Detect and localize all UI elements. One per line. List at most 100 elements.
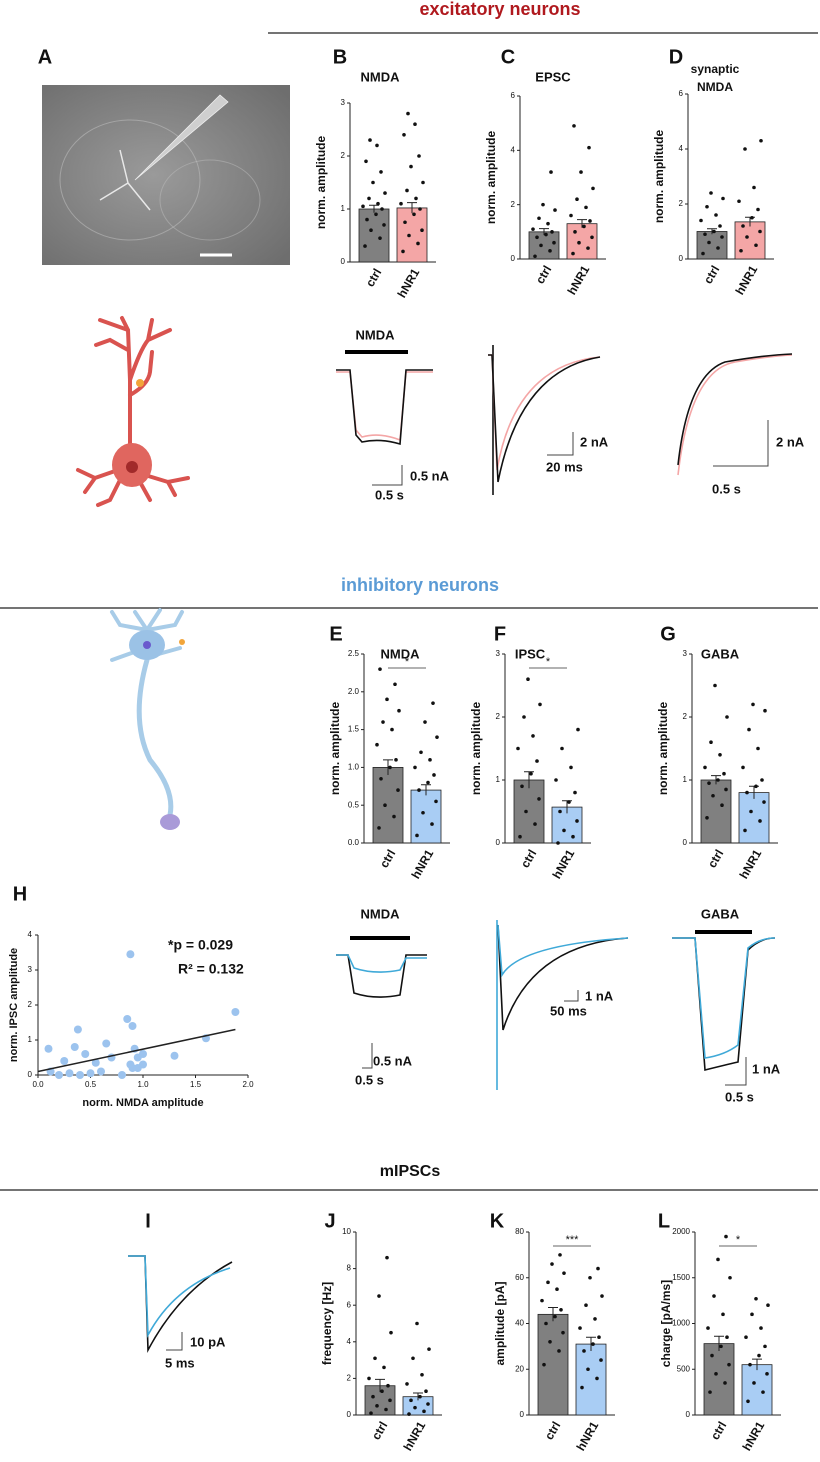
data-point xyxy=(553,1314,557,1319)
y-axis-label: norm. amplitude xyxy=(484,131,498,225)
panel-letter: A xyxy=(38,46,52,68)
data-point xyxy=(759,1326,763,1330)
data-point xyxy=(413,1405,417,1410)
data-point xyxy=(586,246,590,250)
scale-bar xyxy=(362,1043,373,1069)
scale-bar xyxy=(725,1057,747,1086)
data-point xyxy=(431,701,435,705)
y-tick-label: 60 xyxy=(515,1273,524,1282)
data-point xyxy=(752,185,756,190)
data-point xyxy=(411,1356,415,1361)
scale-bar xyxy=(372,465,403,486)
data-point xyxy=(593,1317,597,1321)
data-point xyxy=(363,244,367,248)
data-point xyxy=(383,191,387,195)
y-tick-label: 500 xyxy=(677,1364,691,1373)
data-point xyxy=(516,746,520,751)
data-point xyxy=(361,204,365,209)
data-point xyxy=(378,667,382,671)
trace-label: GABA xyxy=(701,906,740,921)
data-point xyxy=(380,207,384,211)
data-point xyxy=(550,1262,554,1266)
data-point xyxy=(231,1008,240,1016)
scale-bar xyxy=(547,432,574,456)
trace xyxy=(128,1255,231,1338)
data-point xyxy=(409,1398,413,1403)
data-point xyxy=(725,1335,729,1340)
y-tick-label: 0 xyxy=(496,838,501,847)
y-axis-label: norm. IPSC amplitude xyxy=(8,948,20,1062)
data-point xyxy=(597,1335,601,1340)
data-point xyxy=(559,1307,563,1312)
scale-label-y: 0.5 nA xyxy=(373,1053,413,1068)
x-tick-label: hNR1 xyxy=(565,263,593,297)
error-bar xyxy=(711,775,721,785)
y-tick-label: 2000 xyxy=(672,1227,690,1236)
data-point xyxy=(385,1255,389,1260)
data-point xyxy=(708,1390,712,1394)
data-point xyxy=(721,196,725,201)
data-point xyxy=(399,201,403,206)
scale-label-x: 0.5 s xyxy=(375,487,404,502)
data-point xyxy=(373,1356,377,1361)
x-tick-label: ctrl xyxy=(542,1419,563,1442)
data-point xyxy=(390,727,394,732)
data-point xyxy=(378,236,382,240)
data-point xyxy=(548,249,552,253)
data-point xyxy=(575,197,579,202)
data-point xyxy=(567,800,571,804)
x-tick-label: hNR1 xyxy=(737,847,765,881)
bar xyxy=(703,1343,735,1416)
y-tick-label: 2.5 xyxy=(348,649,360,658)
trace xyxy=(677,353,793,466)
error-bar xyxy=(562,800,572,814)
y-tick-label: 4 xyxy=(679,144,684,153)
panel-letter: F xyxy=(494,623,506,645)
data-point xyxy=(139,1050,147,1058)
x-tick-label: ctrl xyxy=(518,847,539,870)
data-point xyxy=(741,765,745,770)
scale-label-y: 2 nA xyxy=(776,434,805,449)
data-point xyxy=(81,1050,90,1058)
data-point xyxy=(556,841,560,845)
y-axis-label: norm. amplitude xyxy=(328,702,342,796)
data-point xyxy=(405,1382,409,1386)
error-bar xyxy=(375,1378,385,1393)
data-point xyxy=(375,143,379,148)
data-point xyxy=(707,240,711,245)
panel-letter: K xyxy=(490,1210,505,1232)
bar xyxy=(528,231,560,260)
scale-label-y: 1 nA xyxy=(585,988,614,1003)
data-point xyxy=(544,1321,548,1326)
bar xyxy=(396,207,428,263)
scale-label-x: 20 ms xyxy=(546,459,583,474)
excitatory-neuron-drawing xyxy=(76,316,190,507)
data-point xyxy=(582,1349,586,1353)
data-point xyxy=(571,834,575,839)
y-tick-label: 3 xyxy=(28,965,33,974)
data-point xyxy=(721,1312,725,1317)
data-point xyxy=(760,778,764,782)
x-tick-label: ctrl xyxy=(705,847,726,870)
data-point xyxy=(720,235,724,239)
panel-letter: L xyxy=(658,1210,670,1232)
data-point xyxy=(417,154,421,158)
panel-letter: D xyxy=(669,46,683,68)
data-point xyxy=(524,809,528,814)
data-point xyxy=(745,235,749,239)
chart-title: NMDA xyxy=(697,80,733,94)
x-axis-label: norm. NMDA amplitude xyxy=(82,1097,203,1109)
data-point xyxy=(392,814,396,819)
data-point xyxy=(706,1326,710,1330)
data-point xyxy=(405,188,409,193)
y-tick-label: 2.0 xyxy=(348,687,360,696)
data-point xyxy=(414,196,418,201)
data-point xyxy=(701,251,705,256)
data-point xyxy=(365,217,369,222)
data-point xyxy=(423,720,427,724)
chart-title: IPSC xyxy=(515,646,546,661)
error-bar xyxy=(707,228,717,235)
y-tick-label: 1 xyxy=(683,775,688,784)
data-point xyxy=(750,215,754,220)
